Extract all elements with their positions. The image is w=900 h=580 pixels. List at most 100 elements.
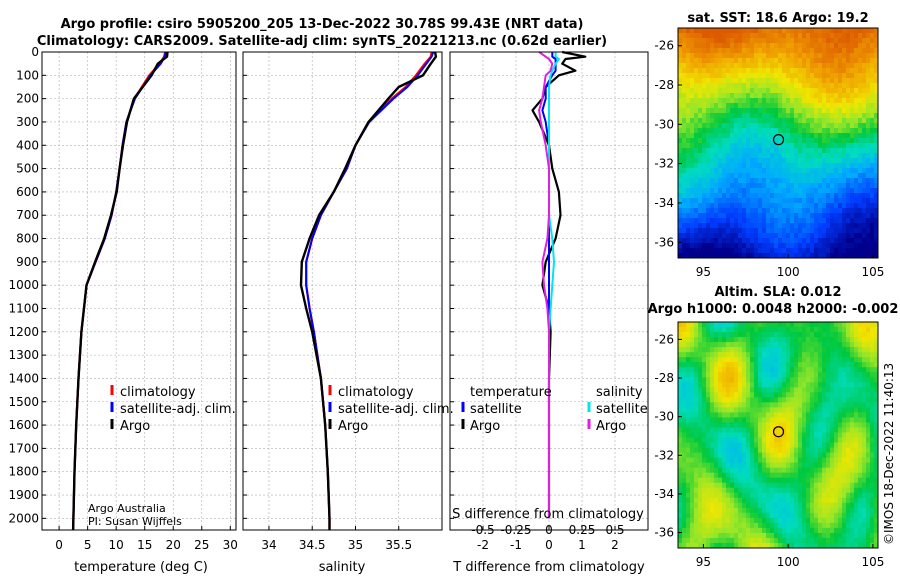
map-cell	[870, 447, 875, 453]
map-cell	[810, 482, 815, 489]
map-cell	[802, 48, 807, 54]
series-line-t-argo	[531, 50, 587, 519]
map-cell	[750, 138, 755, 144]
map-cell	[774, 482, 779, 489]
map-cell	[806, 198, 811, 204]
map-cell	[758, 377, 763, 383]
map-cell	[690, 38, 695, 44]
map-cell	[862, 183, 867, 189]
map-cell	[798, 482, 803, 489]
map-cell	[818, 507, 823, 514]
map-cell	[866, 248, 871, 254]
map-cell	[730, 407, 735, 413]
map-cell	[798, 153, 803, 159]
map-cell	[726, 113, 731, 119]
map-cell	[842, 362, 847, 368]
map-cell	[826, 103, 831, 109]
map-cell	[862, 193, 867, 199]
map-cell	[718, 253, 723, 259]
map-cell	[678, 93, 683, 99]
map-cell	[834, 437, 839, 443]
map-cell	[826, 228, 831, 234]
map-cell	[846, 492, 851, 499]
map-cell	[778, 447, 783, 453]
map-cell	[842, 168, 847, 174]
map-cell	[710, 163, 715, 169]
map-cell	[734, 477, 739, 484]
y-tick-label: 1000	[8, 278, 39, 292]
map-cell	[822, 58, 827, 64]
map-cell	[730, 492, 735, 499]
map-cell	[734, 397, 739, 403]
map-cell	[806, 158, 811, 164]
map-cell	[798, 412, 803, 418]
map-cell	[686, 248, 691, 254]
map-cell	[786, 198, 791, 204]
map-cell	[782, 372, 787, 378]
map-cell	[782, 357, 787, 363]
map-cell	[766, 432, 771, 438]
map-cell	[786, 477, 791, 484]
map-cell	[866, 43, 871, 49]
map-cell	[794, 253, 799, 259]
map-cell	[722, 462, 727, 469]
map-cell	[714, 522, 719, 529]
map-cell	[854, 507, 859, 514]
map-cell	[786, 472, 791, 479]
map-cell	[786, 347, 791, 353]
map-cell	[842, 507, 847, 514]
map-cell	[834, 83, 839, 89]
map-cell	[834, 198, 839, 204]
map-cell	[798, 63, 803, 69]
map-cell	[814, 407, 819, 413]
map-cell	[826, 322, 831, 328]
map-cell	[838, 397, 843, 403]
map-cell	[718, 63, 723, 69]
map-cell	[854, 153, 859, 159]
map-cell	[774, 68, 779, 74]
map-cell	[678, 98, 683, 104]
map-cell	[790, 452, 795, 458]
map-cell	[790, 203, 795, 209]
map-cell	[822, 213, 827, 219]
map-cell	[858, 482, 863, 489]
map-cell	[694, 33, 699, 39]
map-cell	[786, 108, 791, 114]
map-cell	[706, 477, 711, 484]
map-cell	[682, 118, 687, 124]
map-cell	[830, 168, 835, 174]
map-cell	[730, 417, 735, 423]
map-cell	[682, 253, 687, 259]
map-cell	[730, 113, 735, 119]
map-cell	[806, 88, 811, 94]
map-cell	[846, 367, 851, 373]
map-cell	[734, 38, 739, 44]
map-cell	[830, 467, 835, 474]
map-cell	[814, 68, 819, 74]
map-cell	[818, 452, 823, 458]
map-cell	[702, 372, 707, 378]
map-cell	[726, 178, 731, 184]
map-cell	[806, 223, 811, 229]
map-cell	[822, 492, 827, 499]
map-cell	[730, 138, 735, 144]
map-cell	[742, 332, 747, 338]
map-cell	[766, 178, 771, 184]
map-cell	[814, 502, 819, 509]
map-cell	[826, 417, 831, 423]
map-cell	[870, 188, 875, 194]
map-cell	[798, 233, 803, 239]
map-cell	[826, 113, 831, 119]
map-cell	[870, 228, 875, 234]
map-cell	[702, 253, 707, 259]
map-cell	[690, 43, 695, 49]
map-cell	[802, 347, 807, 353]
map-cell	[682, 218, 687, 224]
map-cell	[850, 342, 855, 348]
map-cell	[854, 218, 859, 224]
map-cell	[778, 73, 783, 79]
map-cell	[838, 422, 843, 428]
map-cell	[770, 33, 775, 39]
map-cell	[694, 417, 699, 423]
map-y-tick-label: -28	[654, 371, 674, 385]
